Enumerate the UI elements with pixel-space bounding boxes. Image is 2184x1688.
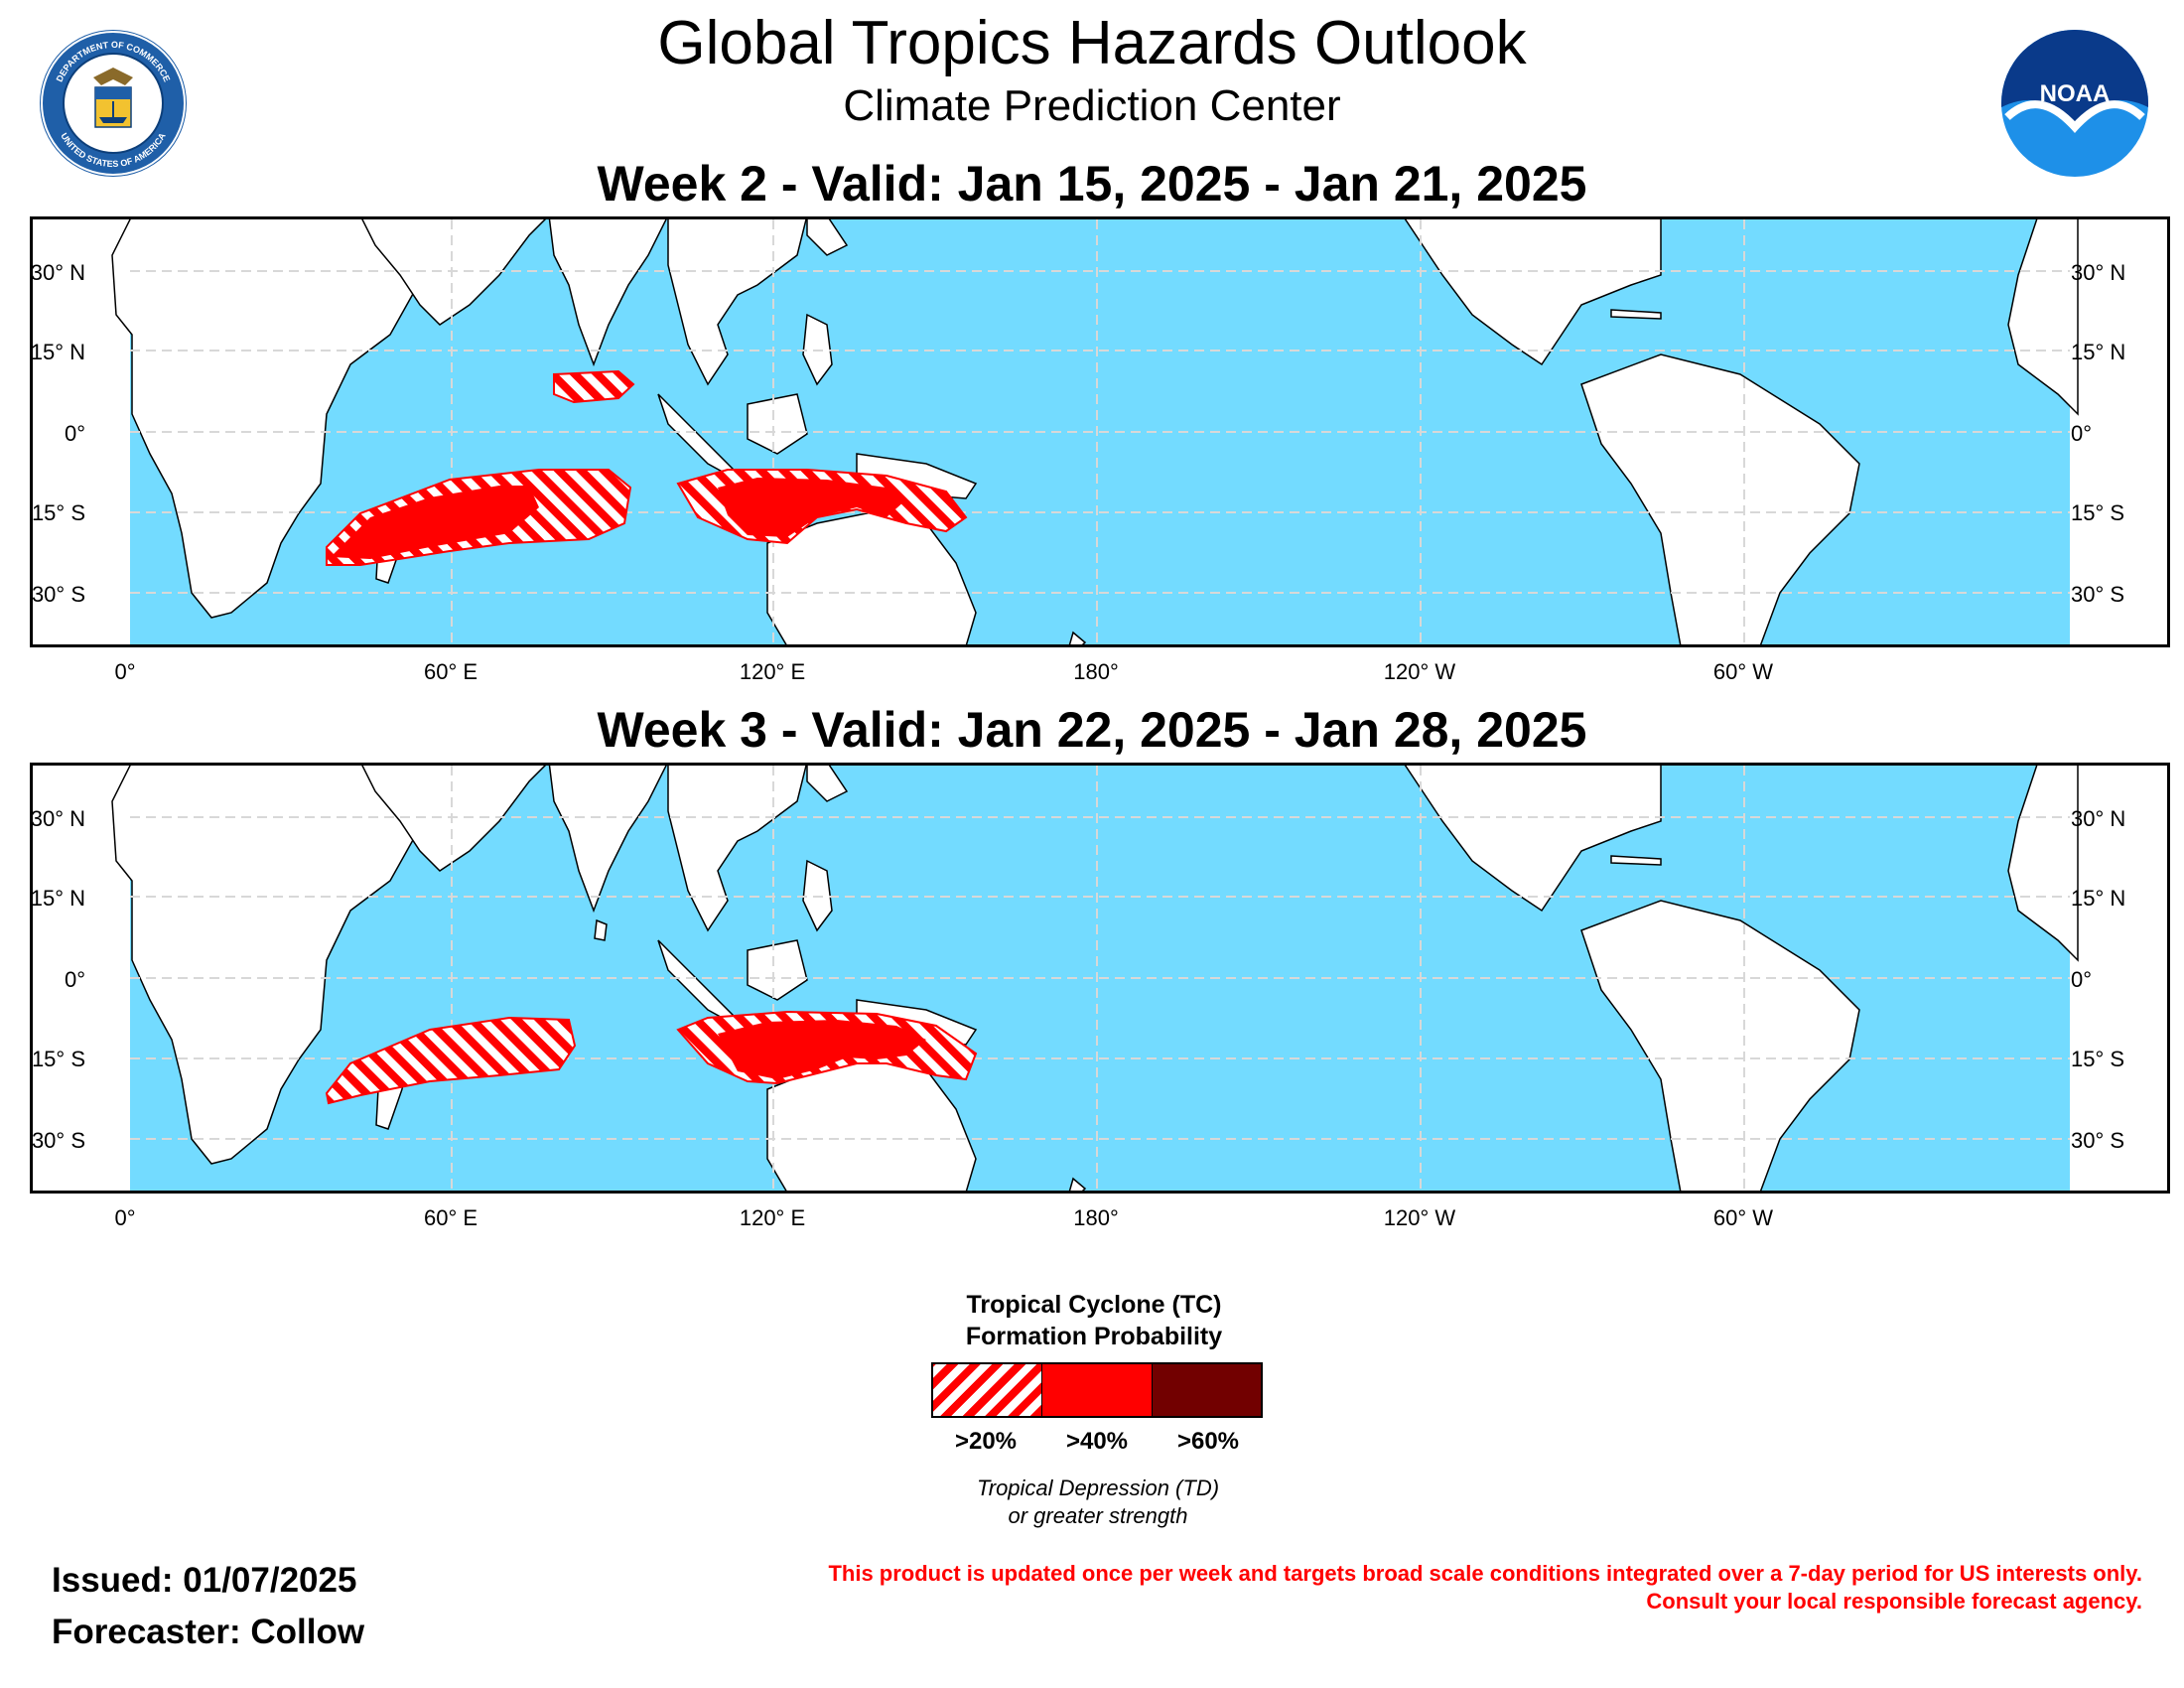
legend-label-60: >60%: [1176, 1428, 1240, 1455]
w2-lon-label: 60° E: [423, 659, 478, 684]
w3-lon-label: 120° W: [1383, 1205, 1456, 1230]
w3-lat-label: 30° S: [31, 1128, 85, 1153]
w2-lon-label: 120° E: [739, 659, 806, 684]
w2-lat-label: 0°: [64, 421, 85, 446]
legend-label-40: >40%: [1065, 1428, 1129, 1455]
legend-note-line1: Tropical Depression (TD): [976, 1476, 1220, 1500]
disclaimer-line2: Consult your local responsible forecast …: [1646, 1589, 2142, 1614]
w2-lat-label-right: 30° S: [2071, 582, 2125, 607]
w3-lon-label: 120° E: [739, 1205, 806, 1230]
w3-lat-label-right: 15° S: [2071, 1047, 2125, 1071]
w2-lat-label-right: 0°: [2071, 421, 2093, 446]
w2-lon-label: 0°: [114, 659, 136, 684]
page-title: Global Tropics Hazards Outlook: [657, 9, 1527, 77]
w2-lat-label-right: 15° S: [2071, 500, 2125, 525]
hazard-area-australia-40: [718, 478, 906, 537]
legend-swatch-60: [1152, 1364, 1261, 1416]
w3-lon-label: 0°: [114, 1205, 136, 1230]
legend-swatch-40: [1042, 1364, 1153, 1416]
w3-lat-label-right: 30° S: [2071, 1128, 2125, 1153]
w3-lat-label: 30° N: [30, 806, 85, 831]
w2-lon-label: 180°: [1073, 659, 1119, 684]
legend-note-line2: or greater strength: [1008, 1503, 1188, 1528]
hazard-area-south-indian-40: [331, 486, 539, 559]
disclaimer-line1: This product is updated once per week an…: [828, 1561, 2142, 1586]
w2-lat-label-right: 15° N: [2071, 340, 2126, 364]
legend-title-line1: Tropical Cyclone (TC): [966, 1291, 1222, 1319]
week3-title: Week 3 - Valid: Jan 22, 2025 - Jan 28, 2…: [597, 702, 1587, 758]
w3-lat-label: 15° N: [30, 886, 85, 911]
week2-map-panel: [30, 216, 2170, 647]
hazard-area-bay-of-bengal-20: [553, 369, 635, 404]
w3-lat-label-right: 30° N: [2071, 806, 2126, 831]
w3-lon-label: 60° W: [1712, 1205, 1774, 1230]
w3-lat-label-right: 0°: [2071, 967, 2093, 992]
noaa-logo: NOAA: [1999, 28, 2150, 179]
hazard-area-south-indian-20: [325, 1016, 577, 1105]
w2-lon-label: 60° W: [1712, 659, 1774, 684]
legend-color-bar: [931, 1362, 1263, 1418]
w2-lon-label: 120° W: [1383, 659, 1456, 684]
commerce-seal-logo: DEPARTMENT OF COMMERCE UNITED STATES OF …: [38, 28, 189, 179]
legend-title-line2: Formation Probability: [965, 1323, 1223, 1350]
w2-lat-label-right: 30° N: [2071, 260, 2126, 285]
w3-lon-label: 60° E: [423, 1205, 478, 1230]
w2-lat-label: 30° S: [31, 582, 85, 607]
w2-lat-label: 15° N: [30, 340, 85, 364]
page-subtitle: Climate Prediction Center: [843, 81, 1341, 130]
w3-lat-label: 0°: [64, 967, 85, 992]
legend-swatch-20: [933, 1364, 1043, 1416]
w2-lat-label: 30° N: [30, 260, 85, 285]
noaa-logo-text: NOAA: [2040, 80, 2111, 107]
week2-title: Week 2 - Valid: Jan 15, 2025 - Jan 21, 2…: [597, 156, 1587, 211]
hazard-area-australia-40: [718, 1020, 926, 1079]
w3-lon-label: 180°: [1073, 1205, 1119, 1230]
week3-map-panel: [30, 763, 2170, 1194]
issued-date: Issued: 01/07/2025: [52, 1561, 357, 1600]
legend-label-20: >20%: [954, 1428, 1018, 1455]
w3-lat-label-right: 15° N: [2071, 886, 2126, 911]
w2-lat-label: 15° S: [31, 500, 85, 525]
forecaster-name: Forecaster: Collow: [52, 1613, 365, 1651]
w3-lat-label: 15° S: [31, 1047, 85, 1071]
